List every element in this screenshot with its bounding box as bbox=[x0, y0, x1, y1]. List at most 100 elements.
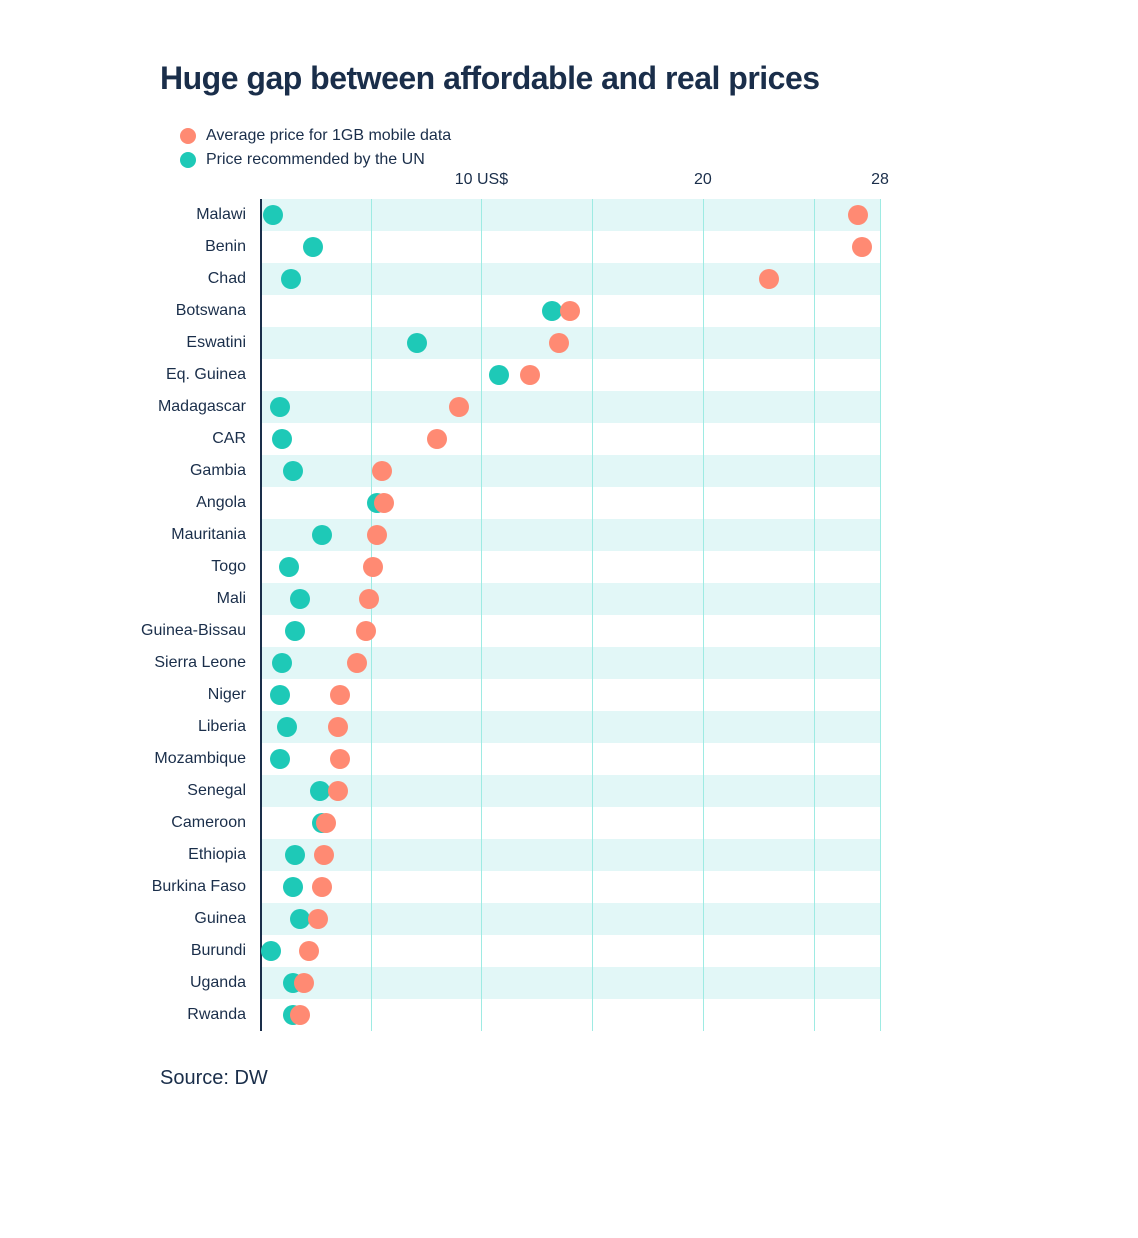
chart-row: Ethiopia bbox=[260, 839, 880, 871]
country-label: Mauritania bbox=[171, 526, 260, 544]
legend-label-recommended: Price recommended by the UN bbox=[206, 151, 425, 169]
chart-row: Togo bbox=[260, 551, 880, 583]
row-background bbox=[260, 967, 880, 999]
legend-dot-recommended bbox=[180, 152, 196, 168]
dot-recommended bbox=[263, 205, 283, 225]
chart-row: Benin bbox=[260, 231, 880, 263]
plot-area: 10 US$2028 MalawiBeninChadBotswanaEswati… bbox=[260, 199, 880, 1031]
country-label: Mali bbox=[217, 590, 260, 608]
chart-row: Burkina Faso bbox=[260, 871, 880, 903]
dot-real bbox=[363, 557, 383, 577]
dot-recommended bbox=[270, 397, 290, 417]
country-label: Eswatini bbox=[186, 334, 260, 352]
dot-real bbox=[308, 909, 328, 929]
dot-recommended bbox=[489, 365, 509, 385]
x-axis-labels: 10 US$2028 bbox=[260, 171, 880, 193]
country-label: Eq. Guinea bbox=[166, 366, 260, 384]
chart-row: Liberia bbox=[260, 711, 880, 743]
dot-recommended bbox=[312, 525, 332, 545]
x-tick-label: 28 bbox=[871, 171, 889, 189]
dot-recommended bbox=[283, 461, 303, 481]
chart-row: Eswatini bbox=[260, 327, 880, 359]
x-tick-label: 20 bbox=[694, 171, 712, 189]
row-background bbox=[260, 423, 880, 455]
x-tick-label: 10 US$ bbox=[455, 171, 508, 189]
row-background bbox=[260, 327, 880, 359]
country-label: Guinea-Bissau bbox=[141, 622, 260, 640]
dot-recommended bbox=[279, 557, 299, 577]
chart-row: Botswana bbox=[260, 295, 880, 327]
chart-row: Malawi bbox=[260, 199, 880, 231]
plot-rows: MalawiBeninChadBotswanaEswatiniEq. Guine… bbox=[260, 199, 880, 1031]
chart-legend: Average price for 1GB mobile data Price … bbox=[180, 127, 1038, 169]
dot-real bbox=[294, 973, 314, 993]
row-background bbox=[260, 999, 880, 1031]
chart-container: Huge gap between affordable and real pri… bbox=[0, 0, 1138, 1238]
dot-real bbox=[449, 397, 469, 417]
dot-real bbox=[347, 653, 367, 673]
dot-real bbox=[372, 461, 392, 481]
country-label: Rwanda bbox=[187, 1006, 260, 1024]
chart-row: Chad bbox=[260, 263, 880, 295]
dot-real bbox=[356, 621, 376, 641]
country-label: Ethiopia bbox=[188, 846, 260, 864]
dot-real bbox=[427, 429, 447, 449]
chart-row: Guinea bbox=[260, 903, 880, 935]
dot-real bbox=[549, 333, 569, 353]
dot-recommended bbox=[285, 845, 305, 865]
legend-dot-real bbox=[180, 128, 196, 144]
dot-real bbox=[367, 525, 387, 545]
chart-row: CAR bbox=[260, 423, 880, 455]
dot-recommended bbox=[272, 429, 292, 449]
row-background bbox=[260, 839, 880, 871]
dot-real bbox=[330, 749, 350, 769]
y-axis-line bbox=[260, 199, 262, 1031]
row-background bbox=[260, 743, 880, 775]
chart-row: Mauritania bbox=[260, 519, 880, 551]
country-label: Gambia bbox=[190, 462, 260, 480]
country-label: Togo bbox=[211, 558, 260, 576]
dot-recommended bbox=[270, 749, 290, 769]
chart-row: Cameroon bbox=[260, 807, 880, 839]
row-background bbox=[260, 935, 880, 967]
chart-row: Senegal bbox=[260, 775, 880, 807]
country-label: Burundi bbox=[191, 942, 260, 960]
row-background bbox=[260, 199, 880, 231]
dot-real bbox=[330, 685, 350, 705]
dot-recommended bbox=[261, 941, 281, 961]
dot-recommended bbox=[285, 621, 305, 641]
country-label: Botswana bbox=[176, 302, 260, 320]
gridline bbox=[880, 199, 881, 1031]
chart-row: Mali bbox=[260, 583, 880, 615]
dot-real bbox=[328, 781, 348, 801]
country-label: Liberia bbox=[198, 718, 260, 736]
chart-row: Angola bbox=[260, 487, 880, 519]
row-background bbox=[260, 711, 880, 743]
dot-recommended bbox=[277, 717, 297, 737]
chart-title: Huge gap between affordable and real pri… bbox=[160, 60, 1038, 97]
dot-real bbox=[852, 237, 872, 257]
chart-row: Madagascar bbox=[260, 391, 880, 423]
country-label: Burkina Faso bbox=[152, 878, 260, 896]
dot-recommended bbox=[283, 877, 303, 897]
chart-row: Burundi bbox=[260, 935, 880, 967]
row-background bbox=[260, 231, 880, 263]
country-label: CAR bbox=[212, 430, 260, 448]
legend-item-real: Average price for 1GB mobile data bbox=[180, 127, 1038, 145]
country-label: Niger bbox=[208, 686, 260, 704]
country-label: Chad bbox=[208, 270, 260, 288]
country-label: Madagascar bbox=[158, 398, 260, 416]
country-label: Malawi bbox=[196, 206, 260, 224]
country-label: Benin bbox=[205, 238, 260, 256]
dot-real bbox=[314, 845, 334, 865]
chart-row: Mozambique bbox=[260, 743, 880, 775]
chart-row: Rwanda bbox=[260, 999, 880, 1031]
row-background bbox=[260, 391, 880, 423]
dot-recommended bbox=[290, 589, 310, 609]
row-background bbox=[260, 455, 880, 487]
dot-recommended bbox=[272, 653, 292, 673]
row-background bbox=[260, 583, 880, 615]
country-label: Angola bbox=[196, 494, 260, 512]
dot-recommended bbox=[303, 237, 323, 257]
chart-row: Niger bbox=[260, 679, 880, 711]
